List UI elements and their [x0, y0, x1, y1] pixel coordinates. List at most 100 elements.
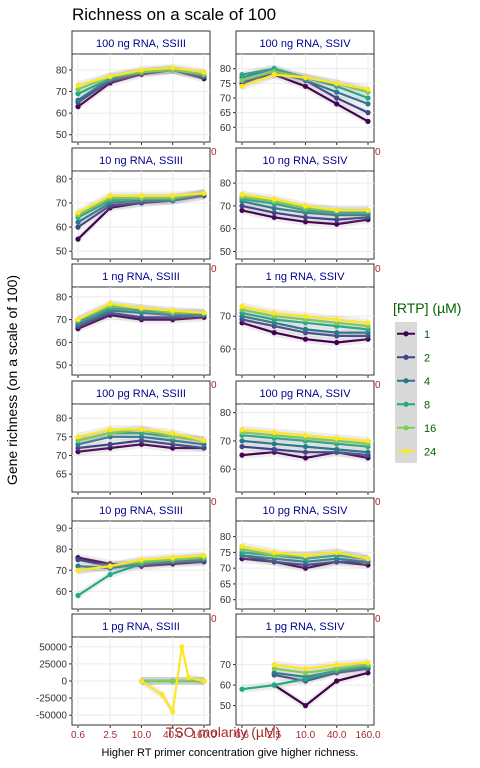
data-point — [239, 444, 245, 450]
legend-key-point — [403, 448, 409, 454]
data-point — [365, 101, 371, 107]
data-point — [302, 552, 309, 559]
y-tick-label: 75 — [220, 79, 232, 90]
y-tick-label: 50000 — [39, 642, 67, 653]
data-point — [365, 659, 371, 666]
data-point — [75, 557, 81, 563]
data-point — [302, 666, 309, 672]
data-point — [201, 437, 207, 444]
data-point — [334, 221, 340, 227]
confidence-band — [242, 551, 368, 569]
y-tick-label: 60 — [56, 223, 68, 234]
y-tick-label: 90 — [56, 524, 68, 535]
data-point — [138, 426, 145, 432]
data-point — [75, 210, 81, 216]
confidence-band — [242, 64, 368, 102]
facet-panel: 100 ng RNA, SSIV0.62.510.040.0160.060657… — [220, 30, 381, 158]
y-tick-label: 80 — [56, 292, 68, 303]
data-point — [302, 670, 309, 676]
data-point — [271, 682, 277, 688]
data-point — [271, 549, 277, 556]
data-point — [334, 435, 340, 441]
facet-strip-label: 10 pg RNA, SSIII — [99, 505, 183, 517]
data-point — [107, 73, 113, 79]
data-point — [271, 662, 277, 668]
data-point — [365, 86, 371, 92]
y-tick-label: 80 — [220, 179, 232, 190]
data-point — [302, 326, 309, 332]
y-tick-label: 25000 — [39, 659, 67, 670]
data-point — [170, 430, 176, 436]
data-point — [334, 339, 340, 346]
data-point — [107, 445, 113, 451]
data-point — [170, 555, 176, 561]
y-tick-label: 70 — [56, 566, 68, 577]
data-point — [271, 205, 277, 211]
facet-strip-label: 100 ng RNA, SSIV — [259, 38, 351, 50]
legend-key-point — [403, 354, 409, 360]
facet-strip-label: 1 pg RNA, SSIII — [102, 621, 180, 633]
x-tick-label: 160.0 — [355, 730, 380, 741]
data-point — [138, 434, 145, 440]
confidence-band — [242, 542, 368, 563]
data-point — [334, 207, 340, 213]
data-point — [107, 441, 113, 447]
y-tick-label: 70 — [220, 201, 232, 212]
data-point — [239, 203, 245, 209]
legend-key-point — [403, 425, 409, 431]
data-point — [107, 301, 113, 307]
data-point — [239, 83, 245, 89]
series-line — [273, 667, 370, 683]
y-tick-label: 50 — [220, 247, 232, 258]
data-point — [75, 434, 81, 440]
y-tick-label: 65 — [56, 470, 68, 481]
chart-caption: Higher RT primer concentration give high… — [102, 747, 359, 759]
data-point — [334, 330, 340, 336]
x-tick-label: 2.5 — [267, 730, 281, 741]
data-point — [302, 703, 309, 709]
legend-item-label: 4 — [424, 376, 430, 388]
data-point — [75, 437, 81, 444]
data-point — [107, 426, 113, 432]
data-point — [170, 709, 176, 715]
data-point — [365, 438, 371, 444]
data-point — [239, 427, 245, 433]
data-point — [334, 549, 340, 556]
data-point — [170, 307, 176, 314]
data-point — [75, 441, 81, 447]
series-line — [140, 645, 206, 713]
data-point — [271, 429, 277, 435]
y-tick-label: 65 — [220, 108, 232, 119]
facet-panel: 1 pg RNA, SSIV 0.6 2.5 10.0 40.0 160.0 50 60 70 — [220, 613, 381, 741]
y-tick-label: 80 — [220, 532, 232, 543]
series-line — [273, 663, 370, 674]
data-point — [75, 86, 81, 92]
legend-key-point — [403, 401, 409, 407]
data-point — [107, 193, 113, 199]
legend-item-label: 2 — [424, 352, 430, 364]
data-point — [302, 455, 309, 461]
data-point — [170, 65, 176, 71]
y-tick-label: 80 — [56, 414, 68, 425]
facet-panel: 100 ng RNA, SSIII0.62.510.040.0160.05060… — [56, 30, 217, 158]
x-tick-label: 40.0 — [163, 730, 183, 741]
data-point — [239, 191, 245, 198]
data-point — [334, 101, 340, 107]
facet-strip-label: 1 ng RNA, SSIII — [102, 271, 180, 283]
data-point — [334, 95, 340, 101]
data-point — [271, 446, 277, 452]
facet-panel: 1 pg RNA, SSIII 0.6 2.5 10.0 40.0 160.0 50000 2… — [36, 613, 217, 741]
y-tick-label: 70 — [220, 94, 232, 105]
data-point — [271, 670, 277, 676]
y-tick-label: 70 — [220, 312, 232, 323]
data-point — [75, 592, 81, 599]
data-point — [201, 441, 207, 447]
data-point — [302, 214, 309, 220]
series-line — [273, 671, 370, 707]
data-point — [239, 543, 245, 549]
data-point — [271, 666, 277, 672]
data-point — [75, 82, 81, 88]
data-point — [365, 110, 371, 116]
x-axis-label: TSO molarity (µM) — [166, 724, 281, 740]
